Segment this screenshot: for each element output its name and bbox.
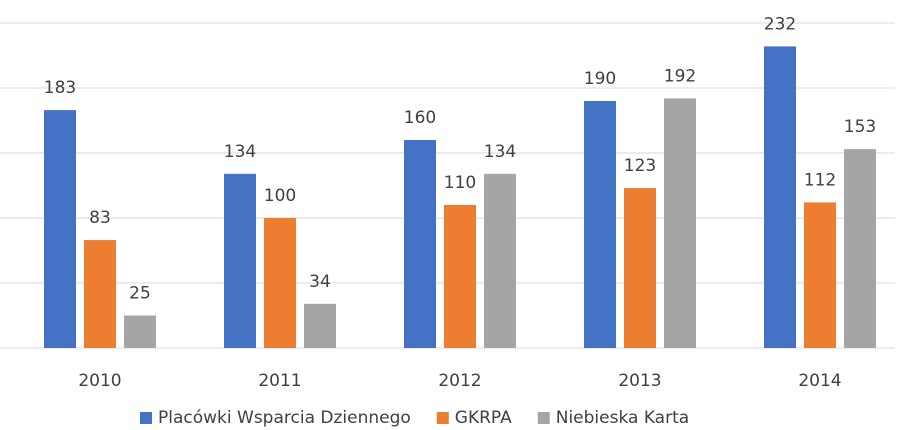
data-label: 83 — [89, 208, 111, 228]
data-label: 160 — [404, 108, 436, 128]
legend-swatch — [436, 412, 449, 424]
bar — [764, 46, 796, 349]
bar — [264, 218, 296, 348]
bar — [844, 149, 876, 348]
data-label: 232 — [764, 14, 796, 34]
bar — [664, 98, 696, 349]
bar — [404, 140, 436, 348]
legend-label: Niebieska Karta — [556, 408, 689, 428]
legend-swatch — [537, 412, 550, 424]
bar — [224, 173, 256, 348]
bar — [624, 188, 656, 348]
legend-label: GKRPA — [455, 408, 512, 428]
x-tick-label: 2010 — [78, 371, 121, 391]
data-label: 34 — [309, 272, 331, 292]
data-label: 192 — [664, 66, 696, 86]
bar — [44, 110, 76, 348]
bar — [84, 240, 116, 348]
x-tick-label: 2011 — [258, 371, 301, 391]
bar — [804, 202, 836, 348]
x-tick-label: 2013 — [618, 371, 661, 391]
x-tick-label: 2014 — [798, 371, 841, 391]
legend-swatch — [140, 412, 152, 424]
legend-label: Placówki Wsparcia Dziennego — [158, 408, 411, 428]
data-label: 123 — [624, 156, 656, 176]
data-label: 100 — [264, 186, 296, 206]
data-label: 25 — [129, 284, 151, 304]
data-label: 153 — [844, 117, 876, 137]
data-label: 134 — [484, 142, 516, 162]
data-label: 112 — [804, 170, 836, 190]
bar — [584, 101, 616, 348]
data-label: 183 — [44, 78, 76, 98]
data-label: 110 — [444, 173, 476, 193]
bar — [444, 205, 476, 348]
bar — [304, 303, 336, 348]
bar — [124, 315, 156, 348]
bar — [484, 173, 516, 348]
x-tick-label: 2012 — [438, 371, 481, 391]
data-label: 190 — [584, 69, 616, 89]
data-label: 134 — [224, 142, 256, 162]
